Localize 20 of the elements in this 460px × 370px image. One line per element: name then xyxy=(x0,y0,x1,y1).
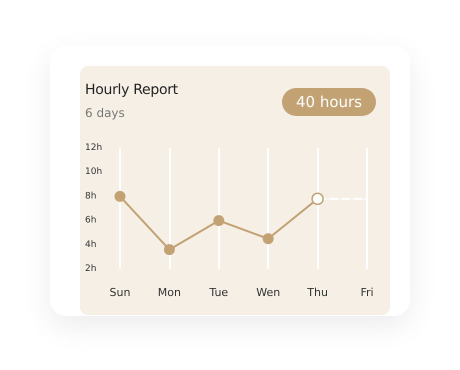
x-tick-label: Wen xyxy=(256,286,280,299)
point xyxy=(164,244,175,256)
point xyxy=(213,215,224,226)
x-tick-label: Fri xyxy=(360,286,374,299)
y-tick-label: 2h xyxy=(85,264,96,274)
y-tick-label: 8h xyxy=(85,191,96,202)
text: 40 hours xyxy=(282,88,376,116)
x-tick-label: Mon xyxy=(158,286,182,299)
point xyxy=(311,192,324,206)
y-tick-label: 10h xyxy=(85,167,102,178)
y-tick-label: 6h xyxy=(85,216,96,226)
x-tick-label: Tue xyxy=(208,286,228,299)
point xyxy=(114,190,126,202)
y-tick-label: 12h xyxy=(85,143,102,153)
x-tick-label: Thu xyxy=(306,286,328,299)
chart-subtitle: 6 days xyxy=(85,106,125,120)
y-tick-label: 4h xyxy=(85,240,96,250)
x-tick-label: Sun xyxy=(110,286,130,299)
chart-title: Hourly Report xyxy=(85,82,178,98)
point xyxy=(262,233,274,244)
